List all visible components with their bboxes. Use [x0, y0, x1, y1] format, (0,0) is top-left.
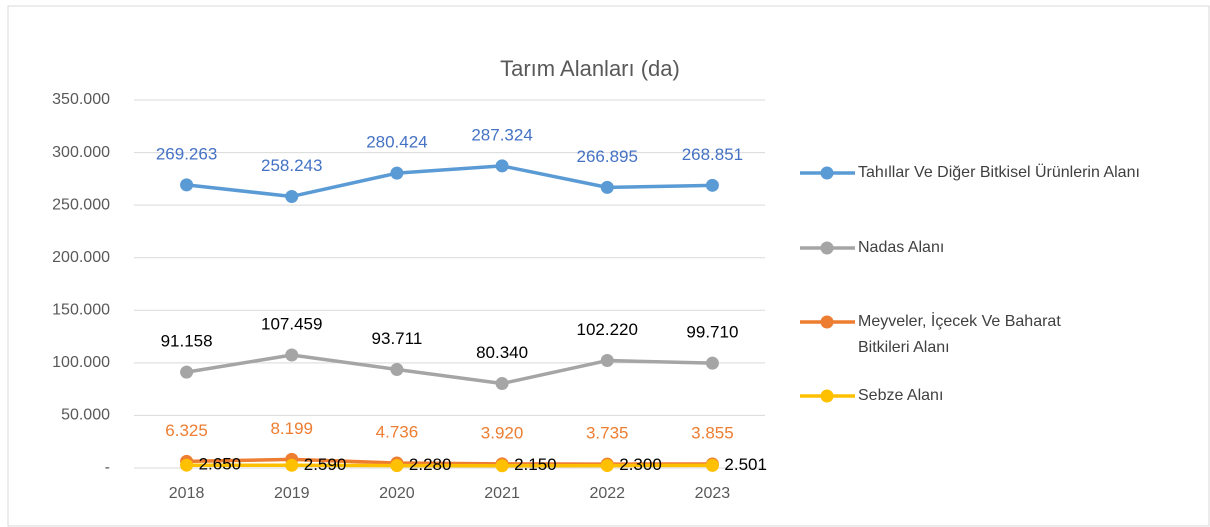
data-label: 2.590	[304, 455, 347, 474]
data-point	[390, 459, 404, 473]
data-label: 269.263	[156, 144, 217, 163]
series-line	[186, 353, 713, 386]
y-tick-label: 100.000	[52, 354, 110, 371]
x-tick-label: 2021	[484, 485, 520, 502]
data-label: 2.300	[619, 455, 662, 474]
chart-border	[7, 5, 1210, 527]
data-label: 80.340	[476, 343, 528, 362]
data-label: 91.158	[161, 332, 213, 351]
data-label: 102.220	[577, 320, 638, 339]
x-tick-label: 2020	[379, 485, 415, 502]
data-label: 2.280	[409, 455, 452, 474]
data-point	[180, 365, 194, 379]
y-tick-label: 150.000	[52, 302, 110, 319]
data-point	[285, 348, 299, 362]
data-label: 8.199	[270, 419, 313, 438]
legend-swatch-marker	[820, 315, 834, 329]
x-tick-label: 2023	[695, 485, 731, 502]
data-point	[495, 159, 509, 173]
data-label: 268.851	[682, 145, 743, 164]
data-point	[495, 377, 509, 391]
data-label: 3.855	[691, 423, 734, 442]
legend-label: Nadas Alanı	[858, 239, 945, 256]
data-point	[705, 356, 719, 370]
x-tick-label: 2019	[274, 485, 310, 502]
series-line	[186, 463, 713, 468]
y-tick-label: 50.000	[61, 407, 110, 424]
data-label: 4.736	[376, 423, 419, 442]
data-label: 3.920	[481, 423, 524, 442]
data-point	[495, 459, 509, 473]
data-point	[600, 354, 614, 368]
data-point	[390, 166, 404, 180]
y-tick-label: 200.000	[52, 249, 110, 266]
data-label: 287.324	[471, 125, 532, 144]
data-point	[705, 458, 719, 472]
data-label: 258.243	[261, 156, 322, 175]
legend-swatch-marker	[820, 166, 834, 180]
legend-label: Meyveler, İçecek Ve Baharat Bitkileri Al…	[858, 313, 1061, 356]
data-point	[285, 458, 299, 472]
legend-swatch-marker	[820, 241, 834, 255]
data-label: 107.459	[261, 314, 322, 333]
data-label: 99.710	[686, 323, 738, 342]
data-label: 2.501	[724, 455, 767, 474]
y-tick-label: 350.000	[52, 91, 110, 108]
data-label: 6.325	[165, 421, 208, 440]
y-tick-label: 300.000	[52, 144, 110, 161]
data-label: 93.711	[372, 329, 423, 348]
data-label: 280.424	[366, 133, 427, 152]
chart-title: Tarım Alanları (da)	[500, 56, 680, 81]
data-point	[705, 178, 719, 192]
legend-label: Tahıllar Ve Diğer Bitkisel Ürünlerin Ala…	[858, 164, 1140, 181]
data-label: 2.150	[514, 455, 557, 474]
x-tick-label: 2022	[589, 485, 625, 502]
data-point	[285, 189, 299, 203]
legend-label: Sebze Alanı	[858, 387, 944, 404]
x-tick-label: 2018	[169, 485, 205, 502]
data-label: 266.895	[577, 147, 638, 166]
data-point	[180, 178, 194, 192]
data-point	[390, 362, 404, 376]
legend-swatch-marker	[820, 389, 834, 403]
series-line	[186, 164, 713, 199]
data-label: 2.650	[199, 455, 242, 474]
data-point	[600, 459, 614, 473]
y-tick-label: -	[105, 459, 110, 476]
y-tick-label: 250.000	[52, 196, 110, 213]
data-point	[600, 180, 614, 194]
data-label: 3.735	[586, 424, 629, 443]
data-point	[180, 458, 194, 472]
